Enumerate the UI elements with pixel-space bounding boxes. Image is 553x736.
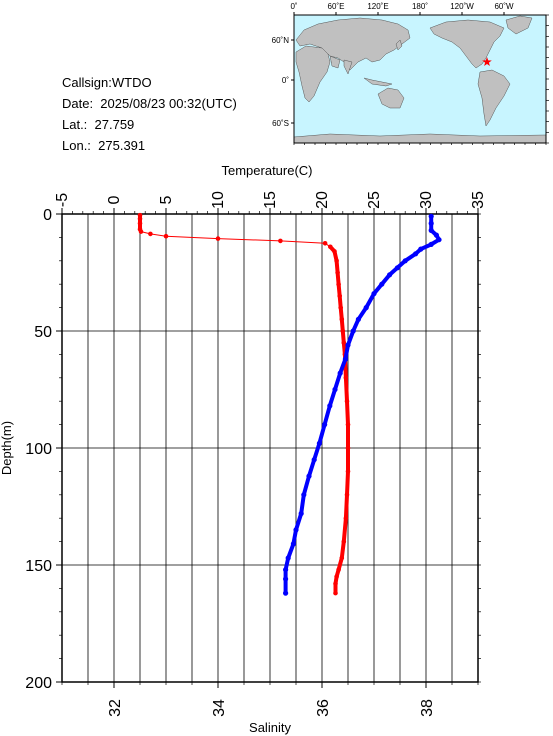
land-indonesia (363, 77, 393, 87)
temperature-tick-label: 20 (314, 191, 331, 209)
salinity-point (316, 440, 322, 446)
map-longitude-label: 60˚W (494, 2, 514, 11)
station-info: Callsign:WTDO Date: 2025/08/23 00:32(UTC… (62, 72, 237, 156)
map-latitude-label: 60˚N (272, 36, 290, 45)
map-latitude-label: 0˚ (282, 76, 289, 85)
salinity-point (428, 227, 434, 233)
land-japan (395, 39, 403, 51)
map-longitude-label: 180˚ (412, 2, 428, 11)
land-australia (377, 87, 405, 109)
temperature-point (322, 241, 328, 246)
salinity-tick-label: 32 (107, 699, 124, 717)
date-text: Date: 2025/08/23 00:32(UTC) (62, 96, 237, 111)
salinity-point (332, 386, 338, 393)
salinity-point (379, 281, 385, 287)
salinity-point (402, 258, 408, 264)
salinity-point (311, 457, 317, 463)
land-south-america (477, 69, 511, 127)
temperature-tick-label: 35 (470, 191, 487, 209)
salinity-point (345, 342, 351, 348)
salinity-point (283, 590, 289, 596)
temperature-tick-label: 25 (366, 191, 383, 209)
depth-tick-label: 200 (25, 675, 52, 692)
temperature-tick-label: -5 (54, 193, 71, 207)
salinity-point (290, 541, 296, 547)
callsign-text: Callsign:WTDO (62, 75, 152, 90)
map-latitude-label: 60˚S (272, 119, 289, 128)
salinity-point (413, 251, 419, 257)
salinity-point (285, 555, 291, 561)
temperature-tick-label: 30 (418, 191, 435, 209)
salinity-point (394, 265, 400, 271)
salinity-point (350, 328, 356, 334)
salinity-tick-label: 36 (315, 699, 332, 717)
temperature-point (163, 233, 169, 239)
salinity-tick-label: 34 (211, 699, 228, 717)
temperature-series-deep-line (328, 244, 350, 596)
salinity-axis: 32 34 36 38 (61, 682, 479, 717)
station-star-icon (482, 57, 492, 66)
latitude-text: Lat.: 27.759 (62, 117, 135, 132)
salinity-point (428, 213, 434, 219)
depth-tick-label: 100 (25, 441, 52, 458)
depth-tick-label: 150 (25, 558, 52, 575)
map-longitude-label: 60˚E (328, 2, 345, 11)
map-frame: 0˚ 60˚E 120˚E 180˚ 120˚W 60˚W 60˚N 0˚ 60˚S (272, 2, 549, 145)
depth-tick-label: 0 (43, 207, 52, 224)
salinity-point (337, 370, 343, 376)
land-india (343, 59, 353, 75)
depth-axis-label: Depth(m) (0, 421, 14, 475)
salinity-point (306, 473, 312, 479)
temperature-tick-label: 15 (262, 191, 279, 209)
temperature-point (148, 231, 153, 237)
depth-tick-label: 50 (34, 324, 52, 341)
temperature-tick-label: 5 (158, 195, 175, 204)
map-longitude-label: 0˚ (290, 2, 297, 11)
salinity-point (355, 316, 361, 322)
salinity-tick-label: 38 (419, 699, 436, 717)
salinity-point (342, 356, 348, 362)
temperature-axis: -5 0 5 10 15 20 25 30 35 (54, 191, 487, 214)
salinity-point (428, 220, 434, 226)
salinity-point (371, 291, 377, 297)
salinity-point (283, 576, 289, 582)
salinity-point (387, 272, 393, 278)
land-eurasia (295, 17, 411, 71)
temperature-point (215, 236, 221, 241)
map-longitude-label: 120˚E (367, 2, 388, 11)
land-greenland (505, 15, 533, 35)
salinity-point (298, 510, 304, 517)
longitude-text: Lon.: 275.391 (62, 138, 146, 153)
salinity-point (436, 237, 442, 243)
salinity-point (283, 567, 289, 573)
salinity-series-line (283, 214, 441, 596)
depth-axis: 0 50 100 150 200 (25, 207, 62, 692)
temperature-point (278, 238, 283, 244)
salinity-point (293, 527, 299, 533)
map-longitude-label: 120˚W (450, 2, 474, 11)
salinity-point (327, 403, 333, 409)
temperature-tick-label: 0 (106, 195, 123, 204)
salinity-point (433, 232, 439, 238)
salinity-point (418, 246, 424, 252)
salinity-point (363, 305, 369, 311)
salinity-point (322, 422, 328, 428)
land-arabia (329, 55, 341, 69)
salinity-point (428, 241, 434, 247)
salinity-point (301, 492, 307, 498)
chart-grid (61, 213, 479, 683)
map-land (293, 15, 547, 144)
temperature-tick-label: 10 (210, 191, 227, 209)
temperature-axis-label: Temperature(C) (221, 163, 312, 178)
map-labels: 0˚ 60˚E 120˚E 180˚ 120˚W 60˚W 60˚N 0˚ 60˚S (272, 2, 514, 128)
map-ticks (291, 12, 549, 145)
data-series (137, 212, 442, 596)
salinity-axis-label: Salinity (249, 720, 291, 735)
